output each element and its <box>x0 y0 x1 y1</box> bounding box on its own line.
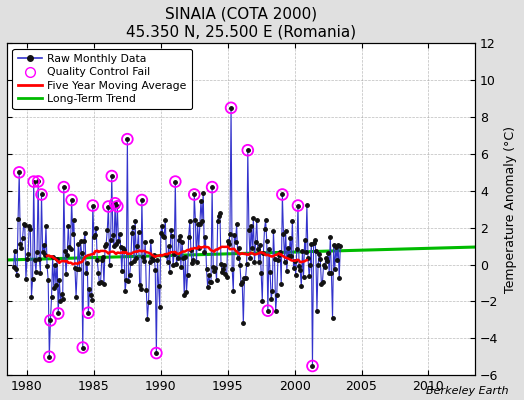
Point <box>113 203 122 210</box>
Legend: Raw Monthly Data, Quality Control Fail, Five Year Moving Average, Long-Term Tren: Raw Monthly Data, Quality Control Fail, … <box>13 49 192 109</box>
Point <box>89 202 97 209</box>
Point <box>308 363 316 369</box>
Point <box>244 147 252 154</box>
Point <box>34 178 42 185</box>
Point <box>84 310 93 316</box>
Point <box>107 173 116 179</box>
Point <box>190 191 199 198</box>
Point <box>29 178 38 185</box>
Point <box>138 197 146 203</box>
Point <box>123 136 132 142</box>
Point <box>46 317 54 324</box>
Point <box>15 169 24 176</box>
Point <box>79 344 87 351</box>
Point <box>60 184 68 190</box>
Point <box>208 184 216 190</box>
Title: SINAIA (COTA 2000)
45.350 N, 25.500 E (Romania): SINAIA (COTA 2000) 45.350 N, 25.500 E (R… <box>126 7 356 39</box>
Point <box>171 178 180 185</box>
Point <box>278 191 287 198</box>
Point <box>227 105 235 111</box>
Point <box>111 200 119 206</box>
Point <box>45 354 53 360</box>
Point <box>264 308 272 314</box>
Point <box>294 202 302 209</box>
Point <box>68 197 76 203</box>
Point <box>104 203 113 210</box>
Y-axis label: Temperature Anomaly (°C): Temperature Anomaly (°C) <box>504 126 517 293</box>
Text: Berkeley Earth: Berkeley Earth <box>426 386 508 396</box>
Point <box>152 350 160 356</box>
Point <box>54 310 62 317</box>
Point <box>37 191 46 198</box>
